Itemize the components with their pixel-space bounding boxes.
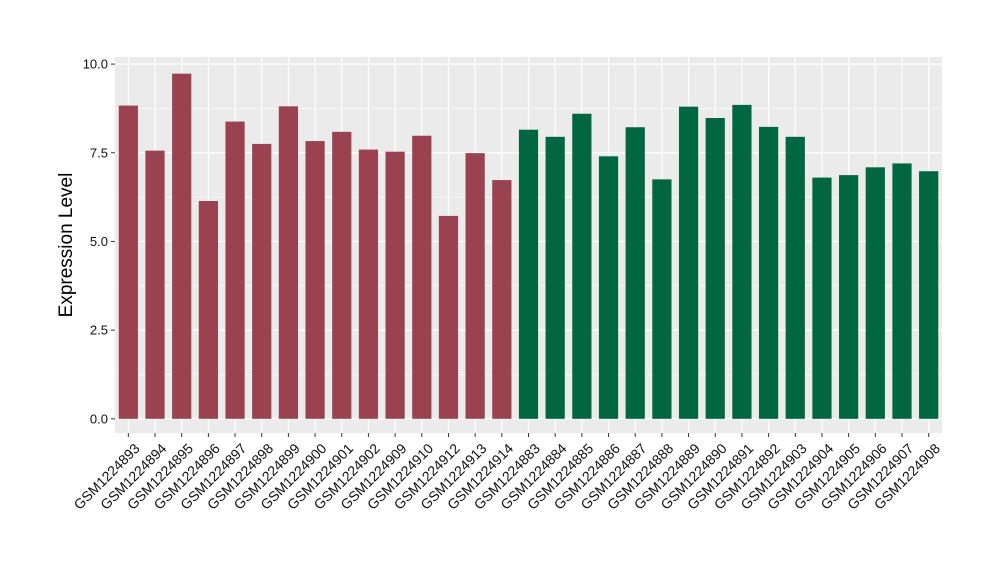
- y-axis: 0.0 2.5 5.0 7.5 10.0: [83, 57, 115, 426]
- bar-GSM1224905: [839, 175, 859, 419]
- bar-GSM1224901: [332, 131, 352, 419]
- y-tick-label: 10.0: [83, 57, 108, 72]
- bar-GSM1224888: [652, 179, 672, 419]
- bar-GSM1224912: [438, 215, 459, 419]
- bar-GSM1224903: [785, 136, 805, 419]
- bar-GSM1224895: [172, 73, 192, 419]
- bar-GSM1224900: [305, 141, 325, 419]
- y-tick-label: 7.5: [90, 145, 108, 160]
- y-tick-label: 5.0: [90, 234, 108, 249]
- bar-GSM1224887: [625, 127, 645, 419]
- bar-GSM1224894: [145, 150, 165, 419]
- bar-GSM1224891: [732, 104, 752, 419]
- bar-GSM1224909: [385, 151, 405, 419]
- bar-GSM1224889: [678, 106, 699, 419]
- bar-GSM1224884: [545, 136, 565, 419]
- bar-GSM1224907: [892, 163, 912, 419]
- bar-GSM1224913: [465, 153, 485, 419]
- bar-GSM1224899: [278, 106, 299, 419]
- bar-GSM1224914: [492, 180, 512, 419]
- x-axis: GSM1224893GSM1224894GSM1224895GSM1224896…: [70, 433, 943, 513]
- bar-GSM1224896: [198, 201, 218, 419]
- bar-GSM1224906: [865, 167, 885, 419]
- bar-GSM1224893: [118, 105, 138, 419]
- y-tick-label: 0.0: [90, 411, 108, 426]
- bar-GSM1224898: [252, 143, 272, 419]
- bar-GSM1224897: [225, 121, 245, 419]
- bar-GSM1224890: [705, 118, 725, 419]
- bar-GSM1224904: [812, 177, 832, 419]
- bar-GSM1224885: [572, 113, 592, 419]
- bar-GSM1224886: [598, 156, 619, 419]
- bar-GSM1224908: [919, 171, 939, 419]
- bar-GSM1224892: [758, 126, 779, 419]
- bar-GSM1224910: [412, 135, 432, 419]
- y-tick-label: 2.5: [90, 323, 108, 338]
- bar-GSM1224883: [518, 129, 539, 419]
- bars: [118, 73, 939, 419]
- y-axis-title: Expression Level: [56, 173, 77, 318]
- bar-GSM1224902: [358, 149, 379, 419]
